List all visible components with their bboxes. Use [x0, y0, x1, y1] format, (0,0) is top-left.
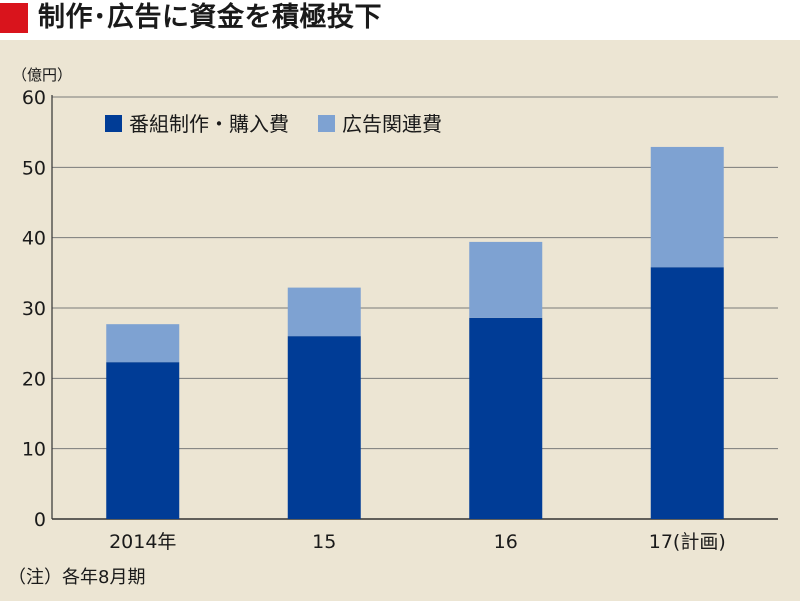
y-tick-label-30: 30	[22, 298, 46, 320]
footnote: （注）各年8月期	[8, 567, 146, 588]
legend-swatch-0	[105, 115, 122, 132]
bar-advertising-2	[469, 241, 543, 318]
x-tick-label-0: 2014年	[109, 531, 176, 553]
y-tick-label-50: 50	[22, 157, 46, 179]
bar-advertising-3	[650, 146, 724, 268]
bar-production-2	[469, 317, 543, 519]
bar-production-1	[287, 336, 361, 519]
x-tick-label-1: 15	[312, 531, 336, 553]
x-tick-label-2: 16	[494, 531, 518, 553]
y-tick-label-20: 20	[22, 368, 46, 390]
legend-label-0: 番組制作・購入費	[129, 112, 289, 136]
bar-production-3	[650, 267, 724, 519]
bar-advertising-1	[287, 287, 361, 337]
y-axis-unit-label: （億円）	[12, 66, 73, 84]
y-tick-label-60: 60	[22, 87, 46, 109]
bar-production-0	[106, 362, 180, 519]
legend-label-1: 広告関連費	[342, 112, 442, 136]
chart-title: 制作･広告に資金を積極投下	[38, 2, 382, 33]
y-tick-label-40: 40	[22, 228, 46, 250]
header-bar: 制作･広告に資金を積極投下	[0, 0, 800, 40]
x-tick-label-3: 17(計画)	[649, 531, 726, 553]
y-tick-label-10: 10	[22, 439, 46, 461]
chart-plot: 0 10 20 30 40 50 60 2014年 15 16 17(計画) 番組制作・購入費 広告関連…	[22, 87, 778, 553]
bar-advertising-0	[106, 324, 180, 363]
legend-swatch-1	[318, 115, 335, 132]
y-tick-label-0: 0	[34, 509, 46, 531]
header-red-marker	[0, 3, 28, 33]
